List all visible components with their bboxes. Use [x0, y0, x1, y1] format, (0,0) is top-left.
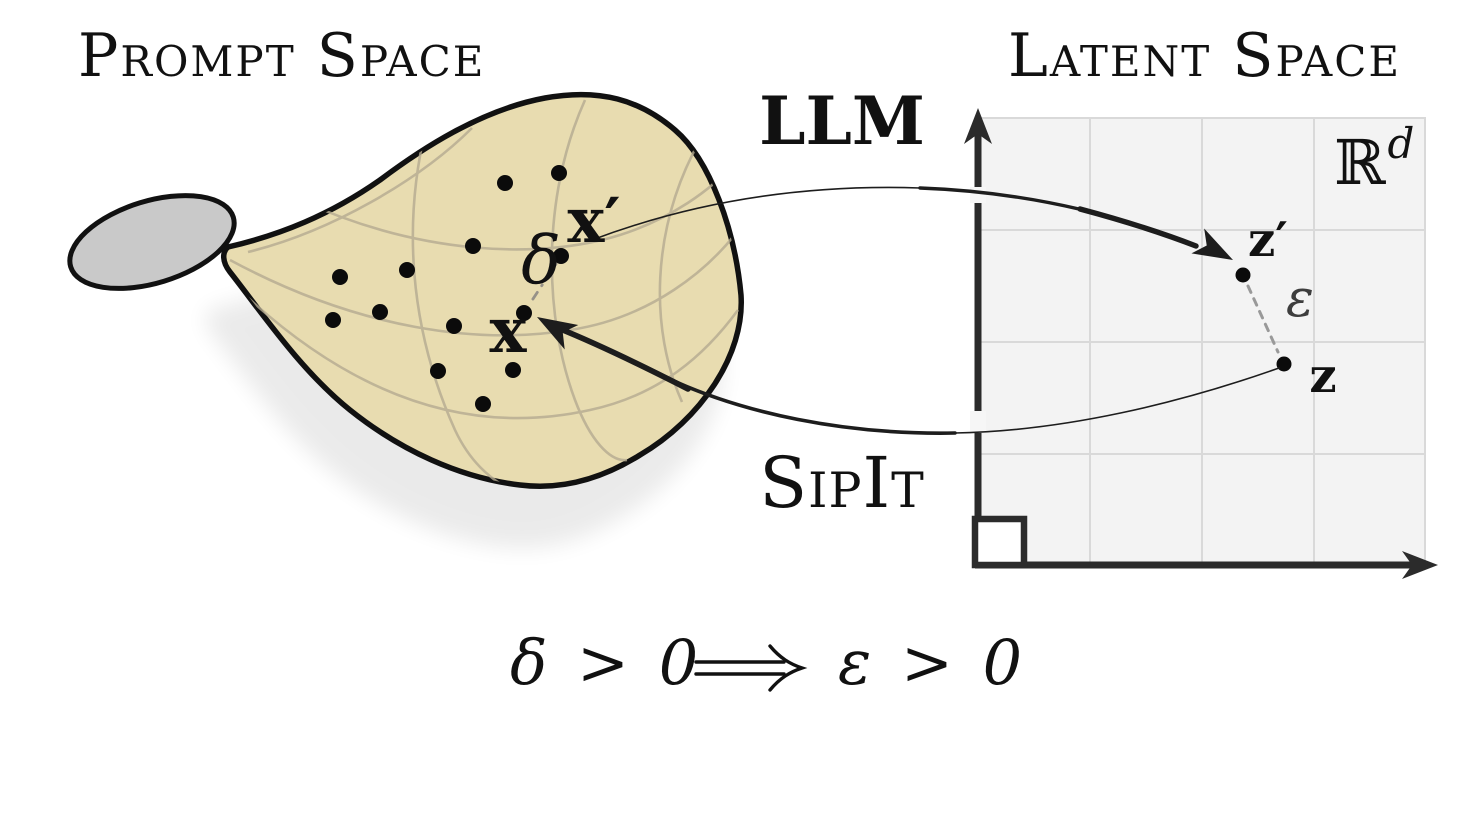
latent-space-title: Latent Space	[1008, 21, 1402, 91]
data-point	[446, 318, 462, 334]
z-prime-label: z′	[1248, 212, 1288, 268]
llm-map-label: LLM	[759, 82, 925, 160]
prompt-space-title: Prompt Space	[78, 21, 486, 91]
manifold-underside-flap	[67, 193, 237, 291]
llm-arrowhead	[1191, 228, 1233, 260]
reals-symbol: ℝ	[1334, 126, 1386, 199]
x-axis-arrowhead	[1402, 551, 1438, 579]
data-point	[505, 362, 521, 378]
origin-right-angle-marker	[971, 515, 1028, 569]
sipit-arrow	[555, 325, 1280, 435]
epsilon-label: ε	[1286, 269, 1314, 329]
real-space-dimension-label: ℝd	[1334, 123, 1414, 194]
epsilon-distance-line	[1246, 284, 1280, 354]
axis-gap-bottom	[970, 411, 986, 433]
formula-rhs: ε > 0	[838, 626, 1028, 699]
sipit-map-label: SipIt	[759, 442, 925, 524]
data-point	[553, 248, 569, 264]
data-point	[372, 304, 388, 320]
data-point	[497, 175, 513, 191]
implies-arrow-icon	[694, 644, 808, 692]
delta-distance-line	[527, 262, 558, 307]
data-point	[332, 269, 348, 285]
sipit-arrowhead	[537, 317, 579, 350]
data-point	[325, 312, 341, 328]
formula-lhs: δ > 0	[510, 626, 704, 699]
latent-points	[1235, 267, 1292, 372]
data-point	[1235, 267, 1251, 283]
llm-arrow	[591, 186, 1199, 249]
x-label: x	[489, 294, 527, 367]
latent-axes	[974, 132, 1414, 569]
x-prime-label: x′	[567, 184, 621, 257]
y-axis-arrowhead	[964, 108, 992, 144]
prompt-sample-points	[325, 165, 569, 412]
data-point	[475, 396, 491, 412]
axis-gap-top	[970, 187, 986, 203]
delta-label: δ	[521, 222, 561, 299]
data-point	[1276, 356, 1292, 372]
data-point	[399, 262, 415, 278]
data-point	[430, 363, 446, 379]
latent-grid-lines	[978, 118, 1425, 565]
data-point	[551, 165, 567, 181]
data-point	[465, 238, 481, 254]
latent-grid	[977, 117, 1426, 566]
z-label: z	[1309, 348, 1337, 404]
manifold-surface	[221, 91, 744, 489]
dimension-superscript: d	[1387, 119, 1415, 168]
data-point	[516, 305, 532, 321]
